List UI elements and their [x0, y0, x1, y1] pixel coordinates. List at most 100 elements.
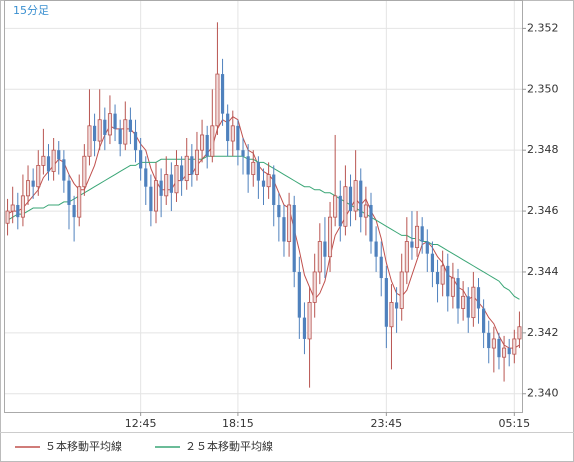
- candle-body: [251, 161, 256, 175]
- candle-body: [487, 332, 491, 349]
- y-tick-label: 2.344: [527, 265, 559, 278]
- candle-body: [92, 125, 97, 142]
- candle-body: [435, 271, 440, 285]
- candle-body: [266, 174, 271, 188]
- candle-body: [461, 295, 466, 309]
- candle-body: [174, 164, 179, 194]
- candle-body: [333, 195, 338, 218]
- candle-body: [210, 125, 215, 157]
- candle-body: [97, 119, 102, 142]
- candle-body: [471, 286, 476, 319]
- candle-body: [139, 150, 143, 169]
- candle-body: [420, 226, 424, 242]
- candle-body: [159, 180, 163, 196]
- candle-body: [323, 241, 327, 257]
- candle-body: [374, 241, 378, 257]
- plot-frame: [4, 0, 523, 413]
- candle-body: [497, 338, 501, 358]
- candle-body: [220, 74, 225, 114]
- candle-body: [415, 225, 420, 249]
- chart-title: 15分足: [13, 4, 49, 17]
- candle-body: [482, 308, 486, 333]
- candle-body: [466, 296, 470, 318]
- candle-body: [277, 204, 281, 218]
- candle-body: [502, 347, 507, 358]
- candle-body: [179, 165, 184, 181]
- candle-body: [343, 186, 348, 227]
- y-tick-label: 2.348: [527, 143, 559, 156]
- legend-label: ２５本移動平均線: [185, 439, 273, 453]
- candle-body: [476, 287, 481, 309]
- candle-body: [384, 278, 388, 327]
- grid: [5, 1, 522, 412]
- candle-body: [456, 278, 460, 309]
- candle-body: [282, 217, 286, 242]
- candle-body: [164, 174, 169, 197]
- candle-body: [194, 149, 199, 175]
- candle-body: [118, 128, 122, 145]
- candle-body: [10, 204, 15, 212]
- candle-body: [328, 216, 333, 258]
- candle-body: [394, 302, 399, 309]
- candle-body: [103, 119, 107, 135]
- legend-label: ５本移動平均線: [45, 439, 122, 453]
- candle-body: [307, 301, 312, 340]
- candle-body: [184, 155, 189, 182]
- candle-body: [16, 204, 20, 218]
- candle-body: [82, 155, 87, 188]
- candle-body: [512, 338, 517, 355]
- candle-body: [404, 241, 409, 273]
- candle-body: [297, 271, 301, 318]
- candle-body: [87, 125, 92, 157]
- candle-body: [369, 204, 373, 242]
- candle-body: [205, 134, 209, 157]
- candles: [5, 22, 522, 388]
- candle-body: [133, 131, 138, 151]
- candle-body: [425, 241, 429, 254]
- candle-body: [440, 265, 445, 285]
- candle-body: [359, 180, 363, 218]
- y-tick-label: 2.352: [527, 21, 559, 34]
- candle-body: [154, 180, 159, 212]
- candle-body: [20, 195, 25, 218]
- candle-body: [26, 180, 31, 197]
- candle-body: [430, 253, 435, 272]
- candle-body: [31, 180, 35, 187]
- legend: ５本移動平均線 ２５本移動平均線: [15, 439, 273, 453]
- candle-body: [261, 180, 266, 187]
- candle-body: [446, 265, 450, 297]
- candle-body: [62, 159, 66, 181]
- candle-body: [200, 134, 205, 151]
- candle-body: [123, 119, 128, 145]
- axes: 2.340 2.342 2.344 2.346 2.348 2.350 2.352 12:45…: [125, 21, 559, 430]
- candle-body: [107, 113, 112, 136]
- candle-body: [128, 119, 133, 132]
- candle-body: [169, 174, 173, 193]
- candle-body: [410, 241, 414, 248]
- candle-body: [215, 73, 220, 127]
- candle-body: [190, 156, 194, 175]
- candle-body: [312, 271, 317, 303]
- candle-body: [399, 271, 404, 309]
- x-tick-label: 05:15: [498, 417, 530, 430]
- candle-body: [51, 149, 56, 172]
- candle-body: [144, 168, 148, 187]
- candle-body: [353, 180, 358, 212]
- candle-body: [236, 125, 240, 151]
- candle-body: [72, 204, 76, 218]
- candle-body: [389, 301, 394, 328]
- candle-body: [363, 204, 368, 218]
- candle-body: [36, 164, 41, 188]
- candle-body: [517, 326, 522, 340]
- y-tick-label: 2.346: [527, 204, 559, 217]
- candle-body: [230, 125, 235, 142]
- candle-body: [507, 348, 511, 355]
- candle-body: [113, 113, 117, 129]
- candle-body: [272, 174, 276, 205]
- candle-body: [149, 186, 153, 212]
- y-tick-label: 2.340: [527, 387, 559, 400]
- candle-body: [46, 156, 51, 172]
- candle-body: [5, 210, 10, 224]
- candle-body: [287, 204, 292, 242]
- candle-body: [450, 277, 455, 297]
